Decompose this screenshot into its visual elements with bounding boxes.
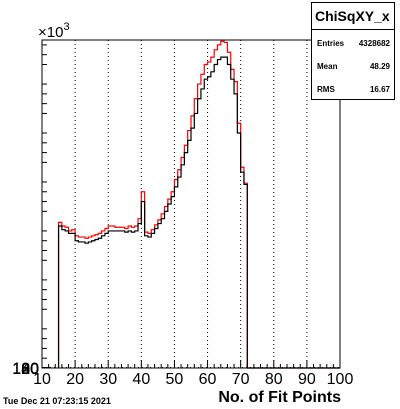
x-tick-label: 70 <box>232 371 250 388</box>
y-multiplier-exponent: 3 <box>63 21 69 33</box>
entries-value: 4328682 <box>359 39 390 48</box>
x-tick-label: 100 <box>327 371 354 388</box>
mean-label: Mean <box>317 62 337 71</box>
plot-frame <box>42 40 340 368</box>
histogram-series <box>59 41 340 368</box>
entries-label: Entries <box>317 39 344 48</box>
x-tick-label: 60 <box>199 371 217 388</box>
axis-ticks <box>42 45 340 368</box>
x-tick-label: 90 <box>298 371 316 388</box>
stats-title: ChiSqXY_x <box>312 3 394 30</box>
rms-value: 16.67 <box>370 85 390 94</box>
x-tick-label: 40 <box>132 371 150 388</box>
mean-value: 48.29 <box>370 62 390 71</box>
stats-row-rms: RMS 16.67 <box>312 76 394 99</box>
rms-label: RMS <box>317 85 335 94</box>
stats-box: ChiSqXY_x Entries 4328682 Mean 48.29 RMS… <box>311 2 395 100</box>
x-tick-label: 20 <box>66 371 84 388</box>
datestamp: Tue Dec 21 07:23:15 2021 <box>3 396 111 406</box>
y-tick-label: 120 <box>12 361 39 378</box>
x-axis-label: No. of Fit Points <box>218 389 341 407</box>
stats-row-mean: Mean 48.29 <box>312 53 394 76</box>
histogram-line-reference <box>59 41 340 368</box>
stats-row-entries: Entries 4328682 <box>312 30 394 53</box>
y-multiplier-base: ×10 <box>38 24 63 41</box>
y-multiplier: ×103 <box>38 21 70 41</box>
x-tick-label: 80 <box>265 371 283 388</box>
x-tick-label: 50 <box>166 371 184 388</box>
histogram-line-chisqxy-x <box>59 57 340 368</box>
x-tick-label: 30 <box>99 371 117 388</box>
grid-lines <box>42 40 340 368</box>
